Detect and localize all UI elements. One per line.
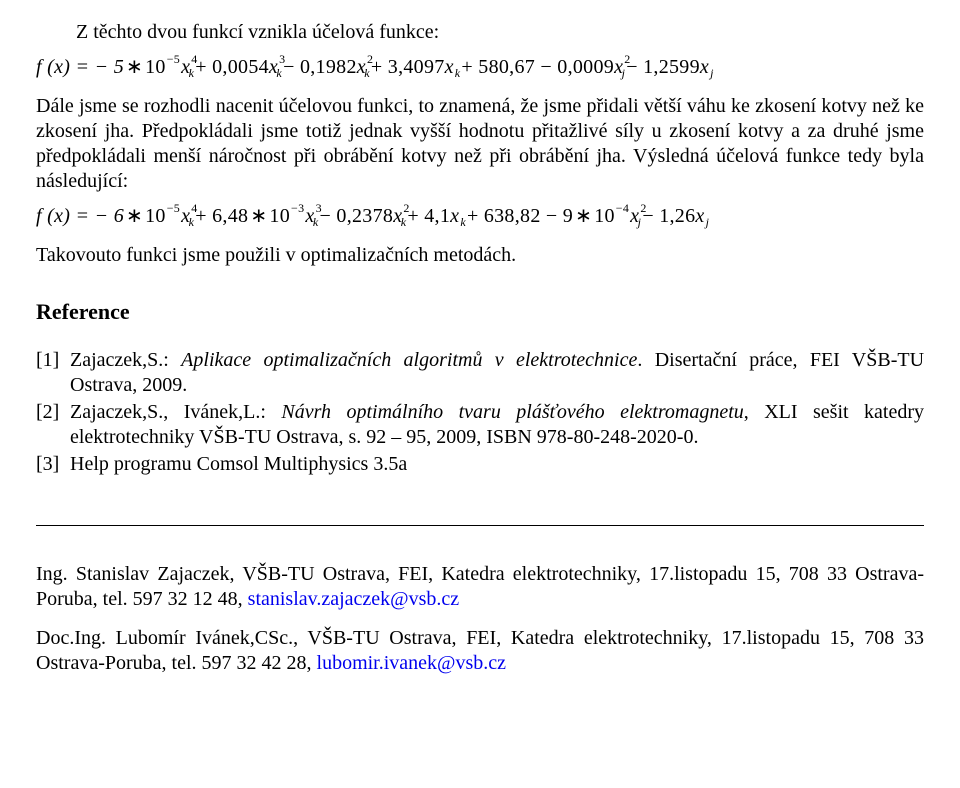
eq2-exp1: −5 <box>167 201 180 216</box>
eq1-t4: + 3,4097 <box>371 55 445 80</box>
eq1-t3: − 0,1982 <box>283 55 357 80</box>
eq1-k3: k <box>364 66 370 81</box>
reference-item: [1] Zajaczek,S.: Aplikace optimalizačníc… <box>36 348 924 398</box>
eq2-j1: j <box>638 215 642 230</box>
ref-body: Help programu Comsol Multiphysics 3.5a <box>70 452 924 477</box>
eq1-t2: + 0,0054 <box>195 55 269 80</box>
eq2-t4: + 4,1 <box>407 204 450 229</box>
eq2-exp2: −3 <box>291 201 304 216</box>
references-heading: Reference <box>36 298 924 326</box>
eq2-star3: ∗ <box>573 204 594 229</box>
eq1-k1: k <box>189 66 195 81</box>
ref-body: Zajaczek,S., Ivánek,L.: Návrh optimálníh… <box>70 400 924 450</box>
eq2-lhs: f (x) = − 6 <box>36 204 124 229</box>
eq2-j2: j <box>706 215 710 230</box>
eq2-ten2: 10 <box>269 204 290 229</box>
ref-tag: [2] <box>36 400 70 450</box>
eq2-k1: k <box>189 215 195 230</box>
mid-paragraph: Dále jsme se rozhodli nacenit účelovou f… <box>36 94 924 194</box>
reference-item: [3] Help programu Comsol Multiphysics 3.… <box>36 452 924 477</box>
eq1-p4: 4 <box>191 52 197 67</box>
ref2-title: Návrh optimálního tvaru plášťového elekt… <box>281 401 743 423</box>
ref-tag: [1] <box>36 348 70 398</box>
eq2-star2: ∗ <box>248 204 269 229</box>
eq1-ten1: 10 <box>145 55 166 80</box>
eq2-ten3: 10 <box>594 204 615 229</box>
eq1-exp1: −5 <box>167 52 180 67</box>
eq1-star1: ∗ <box>124 55 145 80</box>
eq1-x4: x <box>445 55 454 80</box>
ref1-title: Aplikace optimalizačních algoritmů v ele… <box>181 349 637 371</box>
eq2-p2b: 2 <box>640 201 646 216</box>
eq1-p2b: 2 <box>624 52 630 67</box>
eq2-t2: + 6,48 <box>195 204 248 229</box>
ref-body: Zajaczek,S.: Aplikace optimalizačních al… <box>70 348 924 398</box>
eq1-p3: 3 <box>279 52 285 67</box>
eq1-t6: − 1,2599 <box>626 55 700 80</box>
eq1-p2a: 2 <box>367 52 373 67</box>
affil1-text: Ing. Stanislav Zajaczek, VŠB-TU Ostrava,… <box>36 563 924 610</box>
eq1-lhs: f (x) = − 5 <box>36 55 124 80</box>
eq1-t5: + 580,67 − 0,0009 <box>461 55 614 80</box>
equation-1: f (x) = − 5 ∗ 10 −5 x 4 k + 0,0054 x 3 k… <box>36 55 924 80</box>
eq2-p2a: 2 <box>403 201 409 216</box>
affiliation-2: Doc.Ing. Lubomír Ivánek,CSc., VŠB-TU Ost… <box>36 626 924 676</box>
eq2-t3: − 0,2378 <box>320 204 394 229</box>
affil2-email: lubomir.ivanek@vsb.cz <box>317 652 507 674</box>
reference-item: [2] Zajaczek,S., Ivánek,L.: Návrh optimá… <box>36 400 924 450</box>
eq2-k4: k <box>460 215 466 230</box>
eq2-k2: k <box>313 215 319 230</box>
ref1-a: Zajaczek,S.: <box>70 349 181 371</box>
eq2-exp3: −4 <box>616 201 629 216</box>
eq2-x4: x <box>450 204 459 229</box>
eq1-j2: j <box>710 66 714 81</box>
eq1-k2: k <box>276 66 282 81</box>
separator-rule <box>36 525 924 526</box>
eq2-star1: ∗ <box>124 204 145 229</box>
equation-2: f (x) = − 6 ∗ 10 −5 x 4 k + 6,48 ∗ 10 −3… <box>36 204 924 229</box>
affil1-email: stanislav.zajaczek@vsb.cz <box>248 588 459 610</box>
eq1-j1: j <box>622 66 626 81</box>
eq2-ten1: 10 <box>145 204 166 229</box>
eq2-t5: + 638,82 − 9 <box>467 204 573 229</box>
intro-line: Z těchto dvou funkcí vznikla účelová fun… <box>36 20 924 45</box>
after-paragraph: Takovouto funkci jsme použili v optimali… <box>36 243 924 268</box>
eq1-k4: k <box>455 66 461 81</box>
eq2-p3: 3 <box>316 201 322 216</box>
eq2-t6: − 1,26 <box>642 204 695 229</box>
affiliation-1: Ing. Stanislav Zajaczek, VŠB-TU Ostrava,… <box>36 562 924 612</box>
eq2-k3: k <box>401 215 407 230</box>
eq2-xj: x <box>695 204 704 229</box>
ref2-a: Zajaczek,S., Ivánek,L.: <box>70 401 281 423</box>
ref-tag: [3] <box>36 452 70 477</box>
eq1-xj: x <box>700 55 709 80</box>
eq2-p4: 4 <box>191 201 197 216</box>
